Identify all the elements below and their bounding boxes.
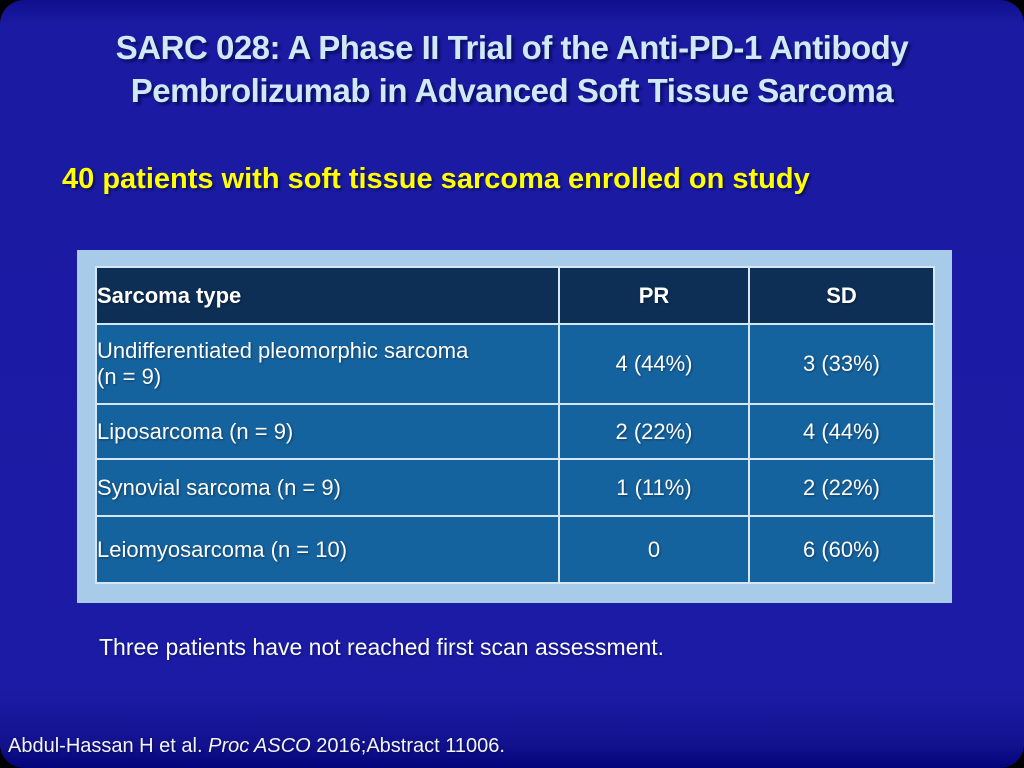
cell-sd: 4 (44%) bbox=[748, 403, 935, 460]
citation-prefix: Abdul-Hassan H et al. bbox=[8, 735, 209, 757]
cell-pr: 0 bbox=[558, 515, 750, 584]
cell-sd: 6 (60%) bbox=[748, 515, 935, 584]
note-text: Three patients have not reached first sc… bbox=[99, 634, 665, 660]
slide-subtitle: 40 patients with soft tissue sarcoma enr… bbox=[62, 163, 810, 195]
column-header-sd: SD bbox=[748, 266, 935, 325]
citation-suffix: 2016;Abstract 11006. bbox=[316, 735, 505, 757]
cell-pr: 4 (44%) bbox=[558, 323, 750, 405]
table-header-row: Sarcoma type PR SD bbox=[95, 266, 935, 325]
citation: Abdul-Hassan H et al. Proc ASCO 2016;Abs… bbox=[8, 735, 505, 758]
table-row: Synovial sarcoma (n = 9) 1 (11%) 2 (22%) bbox=[95, 458, 935, 517]
slide-title-line-2: Pembrolizumab in Advanced Soft Tissue Sa… bbox=[130, 72, 894, 109]
cell-pr: 1 (11%) bbox=[558, 458, 750, 517]
column-header-sarcoma-type: Sarcoma type bbox=[95, 266, 560, 325]
cell-sarcoma-type: Leiomyosarcoma (n = 10) bbox=[95, 515, 560, 584]
table-row: Leiomyosarcoma (n = 10) 0 6 (60%) bbox=[95, 515, 935, 584]
cell-sd: 3 (33%) bbox=[748, 323, 935, 405]
column-header-pr: PR bbox=[558, 266, 750, 325]
cell-sarcoma-type: Liposarcoma (n = 9) bbox=[95, 403, 560, 460]
results-table: Sarcoma type PR SD Undifferentiated pleo… bbox=[95, 266, 935, 584]
cell-pr: 2 (22%) bbox=[558, 403, 750, 460]
cell-sd: 2 (22%) bbox=[748, 458, 935, 517]
slide-title-line-1: SARC 028: A Phase II Trial of the Anti-P… bbox=[115, 29, 909, 66]
slide-title: SARC 028: A Phase II Trial of the Anti-P… bbox=[0, 26, 1024, 112]
citation-journal: Proc ASCO bbox=[208, 735, 317, 757]
table-row: Liposarcoma (n = 9) 2 (22%) 4 (44%) bbox=[95, 403, 935, 460]
cell-sarcoma-type: Undifferentiated pleomorphic sarcoma (n … bbox=[95, 323, 560, 405]
table-row: Undifferentiated pleomorphic sarcoma (n … bbox=[95, 323, 935, 405]
results-table-panel: Sarcoma type PR SD Undifferentiated pleo… bbox=[77, 250, 952, 603]
cell-sarcoma-type: Synovial sarcoma (n = 9) bbox=[95, 458, 560, 517]
